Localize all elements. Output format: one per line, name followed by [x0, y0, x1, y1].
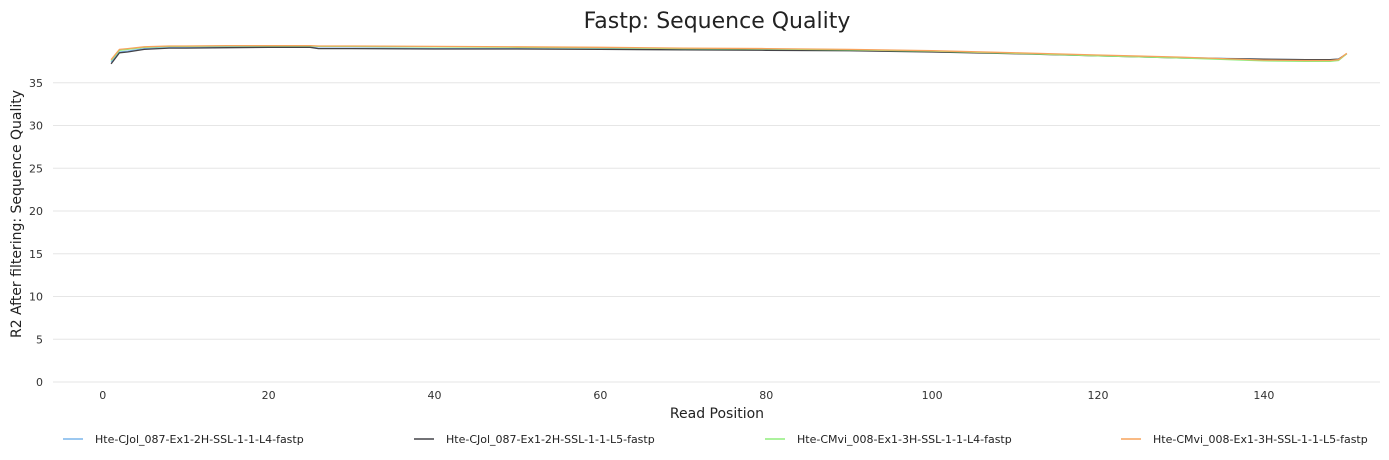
series-line-4[interactable] [110, 44, 1348, 62]
legend-item-3[interactable]: Hte-CMvi_008-Ex1-3H-SSL-1-1-L4-fastp [765, 433, 1012, 446]
x-tick-label: 120 [1088, 389, 1109, 402]
chart-title: Fastp: Sequence Quality [584, 9, 851, 34]
y-tick-label: 35 [29, 77, 43, 90]
x-tick-label: 40 [428, 389, 442, 402]
x-axis-ticks: 0 20 40 60 80 100 120 140 [99, 389, 1274, 402]
legend-label: Hte-CMvi_008-Ex1-3H-SSL-1-1-L5-fastp [1153, 433, 1368, 446]
y-axis-title: R2 After filtering: Sequence Quality [9, 90, 25, 338]
x-tick-label: 60 [593, 389, 607, 402]
series-line-2[interactable] [110, 46, 1348, 65]
y-tick-label: 15 [29, 248, 43, 261]
y-tick-label: 0 [36, 376, 43, 389]
y-tick-label: 30 [29, 120, 43, 133]
legend-label: Hte-CJol_087-Ex1-2H-SSL-1-1-L5-fastp [446, 433, 655, 446]
y-tick-label: 20 [29, 205, 43, 218]
x-tick-label: 20 [262, 389, 276, 402]
series-lines [110, 44, 1348, 65]
x-tick-label: 80 [759, 389, 773, 402]
legend-item-1[interactable]: Hte-CJol_087-Ex1-2H-SSL-1-1-L4-fastp [63, 433, 304, 446]
y-tick-label: 10 [29, 291, 43, 304]
x-tick-label: 140 [1253, 389, 1274, 402]
legend-item-4[interactable]: Hte-CMvi_008-Ex1-3H-SSL-1-1-L5-fastp [1121, 433, 1368, 446]
y-tick-label: 25 [29, 162, 43, 175]
legend-label: Hte-CJol_087-Ex1-2H-SSL-1-1-L4-fastp [95, 433, 304, 446]
legend-label: Hte-CMvi_008-Ex1-3H-SSL-1-1-L4-fastp [797, 433, 1012, 446]
y-axis-ticks: 0 5 10 15 20 25 30 35 [29, 77, 43, 389]
grid-lines [53, 82, 1380, 383]
legend: Hte-CJol_087-Ex1-2H-SSL-1-1-L4-fastp Hte-… [63, 433, 1368, 446]
x-tick-label: 0 [99, 389, 106, 402]
x-tick-label: 100 [922, 389, 943, 402]
legend-item-2[interactable]: Hte-CJol_087-Ex1-2H-SSL-1-1-L5-fastp [414, 433, 655, 446]
y-tick-label: 5 [36, 333, 43, 346]
x-axis-title: Read Position [670, 406, 764, 422]
